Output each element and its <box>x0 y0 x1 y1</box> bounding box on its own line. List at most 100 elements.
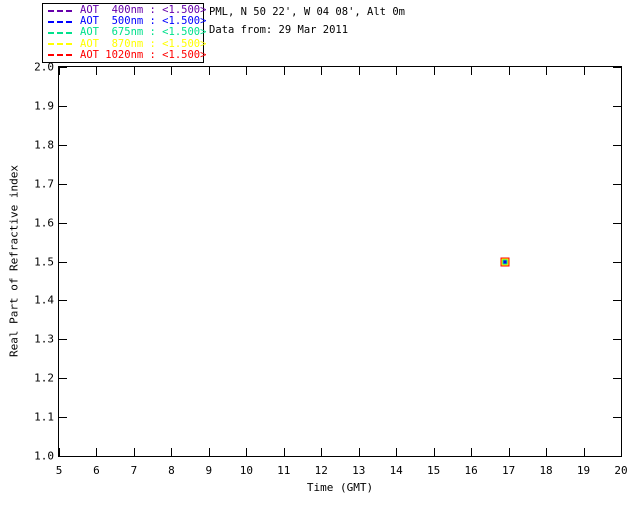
y-axis-tick <box>613 417 621 419</box>
legend-entry-label: AOT 675nm : <1.500> <box>80 26 207 39</box>
legend-dash-swatch <box>48 31 74 34</box>
y-tick-label: 1.9 <box>34 99 54 113</box>
legend-entry-label: AOT 870nm : <1.500> <box>80 37 207 50</box>
marker-ring <box>502 259 508 264</box>
x-tick-label: 20 <box>614 464 628 477</box>
x-tick-label: 6 <box>93 464 100 477</box>
x-axis-tick <box>171 67 173 75</box>
y-axis-tick <box>613 67 621 68</box>
y-axis-label: Real Part of Refractive index <box>7 164 21 358</box>
y-tick-label: 1.3 <box>34 332 54 346</box>
legend-entry: AOT 870nm : <1.500> <box>48 38 206 50</box>
x-tick-label: 13 <box>352 464 366 477</box>
x-tick-label: 14 <box>389 464 403 477</box>
x-tick-label: 8 <box>168 464 175 477</box>
x-axis-tick <box>358 448 360 456</box>
x-axis-tick <box>583 67 585 75</box>
x-axis-tick <box>96 448 98 456</box>
y-axis-tick <box>59 456 67 457</box>
legend-entry-label: AOT 500nm : <1.500> <box>80 15 207 28</box>
x-tick-label: 12 <box>314 464 328 477</box>
legend-dash-swatch <box>48 20 74 23</box>
y-tick-label: 2.0 <box>34 60 54 74</box>
x-axis-tick <box>433 67 435 75</box>
y-axis-tick <box>613 300 621 302</box>
x-axis-tick <box>546 448 548 456</box>
x-axis-tick <box>621 448 622 456</box>
y-axis-tick <box>613 378 621 380</box>
legend-entry: AOT 400nm : <1.500> <box>48 5 206 16</box>
y-axis-tick <box>59 339 67 341</box>
x-tick-label: 18 <box>539 464 553 477</box>
marker-ring <box>500 257 510 266</box>
y-axis-tick <box>613 339 621 341</box>
legend-entry: AOT 500nm : <1.500> <box>48 16 206 27</box>
y-axis-tick <box>59 67 67 68</box>
x-axis-tick <box>283 448 285 456</box>
y-axis-tick <box>613 183 621 185</box>
y-tick-label: 1.7 <box>34 177 54 191</box>
y-tick-label: 1.0 <box>34 449 54 463</box>
x-tick-label: 10 <box>239 464 253 477</box>
plot-area <box>58 66 622 457</box>
x-axis-tick <box>508 67 510 75</box>
marker-ring <box>504 261 506 262</box>
x-axis-tick <box>246 448 248 456</box>
y-axis-tick <box>59 144 67 146</box>
x-axis-tick <box>171 448 173 456</box>
y-axis-tick <box>59 183 67 185</box>
legend-dash-swatch <box>48 54 74 57</box>
x-tick-label: 5 <box>55 464 63 477</box>
y-tick-label: 1.4 <box>34 293 54 307</box>
legend-box: AOT 400nm : <1.500> AOT 500nm : <1.500> AO… <box>42 3 206 63</box>
x-axis-tick <box>396 67 398 75</box>
x-axis-tick <box>471 448 473 456</box>
x-tick-label: 17 <box>501 464 516 477</box>
x-tick-label: 9 <box>205 464 213 477</box>
x-axis-tick <box>133 448 135 456</box>
legend-dash-swatch <box>48 43 74 46</box>
y-axis-tick <box>59 105 67 107</box>
legend-entry-label: AOT 400nm : <1.500> <box>80 4 207 17</box>
x-axis-tick <box>208 67 210 75</box>
x-axis-tick <box>433 448 435 456</box>
y-axis-tick <box>613 456 621 457</box>
y-tick-label: 1.5 <box>34 255 54 268</box>
y-axis-tick <box>613 105 621 107</box>
y-axis-tick <box>59 222 67 224</box>
x-tick-label: 7 <box>130 464 138 477</box>
x-tick-label: 15 <box>427 464 441 477</box>
legend-dash-swatch <box>48 9 74 12</box>
x-tick-label: 19 <box>576 464 591 477</box>
data-date-text: Data from: 29 Mar 2011 <box>209 24 349 36</box>
y-tick-label: 1.1 <box>34 410 54 424</box>
x-axis-tick <box>59 67 60 75</box>
legend-entry: AOT 1020nm : <1.500> <box>48 49 206 61</box>
y-axis-tick <box>59 300 67 302</box>
y-axis-tick <box>613 222 621 224</box>
legend-entry: AOT 675nm : <1.500> <box>48 27 206 38</box>
y-axis-tick <box>59 261 67 263</box>
y-tick-label: 1.6 <box>34 216 54 230</box>
x-axis-tick <box>321 448 323 456</box>
x-axis-tick <box>246 67 248 75</box>
x-axis-tick <box>546 67 548 75</box>
x-axis-tick <box>283 67 285 75</box>
y-axis-tick <box>59 417 67 419</box>
x-tick-label: 16 <box>464 464 478 477</box>
marker-ring <box>501 258 509 265</box>
legend-entry-label: AOT 1020nm : <1.500> <box>80 48 207 61</box>
x-axis-tick <box>583 448 585 456</box>
x-tick-label: 11 <box>277 464 291 477</box>
x-axis-tick <box>508 448 510 456</box>
x-axis-tick <box>471 67 473 75</box>
x-axis-tick <box>396 448 398 456</box>
x-axis-tick <box>321 67 323 75</box>
x-axis-tick <box>621 67 622 75</box>
y-axis-tick <box>613 144 621 146</box>
x-axis-tick <box>96 67 98 75</box>
y-axis-tick <box>59 378 67 380</box>
x-axis-tick <box>59 448 60 456</box>
x-axis-label: Time (GMT) <box>306 481 374 494</box>
